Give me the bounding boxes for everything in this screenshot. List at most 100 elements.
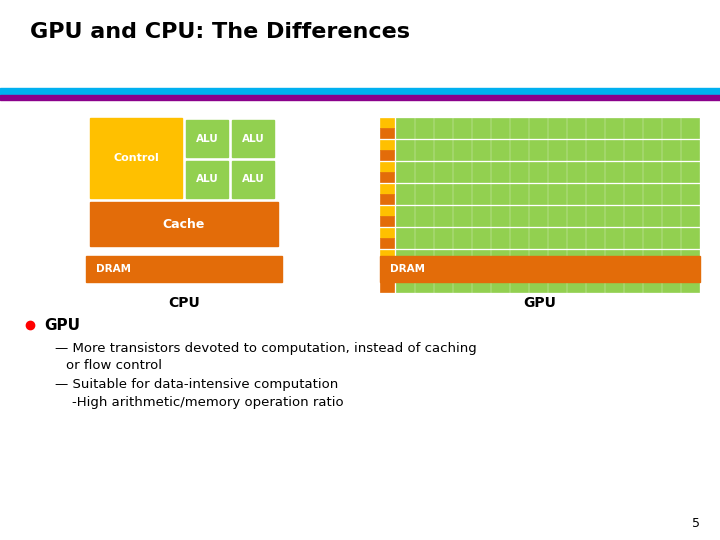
Bar — [380, 228, 394, 238]
Bar — [529, 250, 547, 270]
Bar — [453, 250, 471, 270]
Bar — [510, 140, 528, 160]
Bar — [624, 206, 642, 226]
Bar — [380, 256, 700, 282]
Bar — [605, 184, 623, 204]
Text: 5: 5 — [692, 517, 700, 530]
Bar — [472, 162, 490, 182]
Bar — [380, 150, 394, 160]
Bar — [624, 140, 642, 160]
Bar — [453, 118, 471, 138]
Bar — [643, 162, 661, 182]
Bar — [662, 206, 680, 226]
Bar — [643, 272, 661, 292]
Bar — [605, 272, 623, 292]
Text: ALU: ALU — [196, 174, 218, 185]
Bar — [662, 250, 680, 270]
Bar — [415, 140, 433, 160]
Bar — [491, 250, 509, 270]
Text: GPU: GPU — [523, 296, 557, 310]
Bar — [186, 161, 228, 198]
Bar — [643, 228, 661, 248]
Bar — [453, 162, 471, 182]
Bar — [90, 202, 278, 246]
Bar — [380, 238, 394, 248]
Text: GPU: GPU — [44, 318, 80, 333]
Bar — [491, 118, 509, 138]
Bar — [643, 184, 661, 204]
Bar — [396, 162, 414, 182]
Bar — [380, 118, 394, 128]
Text: ALU: ALU — [242, 133, 264, 144]
Bar — [662, 162, 680, 182]
Bar — [380, 184, 394, 194]
Bar — [232, 120, 274, 157]
Bar — [491, 184, 509, 204]
Bar — [586, 272, 604, 292]
Bar — [529, 162, 547, 182]
Bar — [434, 184, 452, 204]
Text: ALU: ALU — [242, 174, 264, 185]
Bar — [434, 228, 452, 248]
Bar — [605, 118, 623, 138]
Bar — [415, 118, 433, 138]
Bar — [586, 140, 604, 160]
Bar — [86, 256, 282, 282]
Bar — [415, 184, 433, 204]
Bar — [472, 272, 490, 292]
Bar — [567, 184, 585, 204]
Bar — [186, 120, 228, 157]
Text: GPU and CPU: The Differences: GPU and CPU: The Differences — [30, 22, 410, 42]
Bar — [491, 162, 509, 182]
Text: -High arithmetic/memory operation ratio: -High arithmetic/memory operation ratio — [72, 396, 343, 409]
Bar — [434, 272, 452, 292]
Bar — [662, 140, 680, 160]
Bar — [396, 228, 414, 248]
Bar — [662, 184, 680, 204]
Bar — [586, 250, 604, 270]
Bar — [453, 272, 471, 292]
Bar — [567, 140, 585, 160]
Bar — [548, 228, 566, 248]
Bar — [605, 140, 623, 160]
Bar — [453, 206, 471, 226]
Bar — [380, 250, 394, 260]
Bar — [662, 272, 680, 292]
Bar — [567, 206, 585, 226]
Bar — [529, 228, 547, 248]
Bar — [415, 250, 433, 270]
Bar — [567, 118, 585, 138]
Bar — [643, 250, 661, 270]
Bar — [472, 206, 490, 226]
Bar — [510, 272, 528, 292]
Bar — [491, 140, 509, 160]
Bar — [681, 184, 699, 204]
Bar — [643, 118, 661, 138]
Bar — [434, 206, 452, 226]
Bar — [586, 162, 604, 182]
Bar — [624, 118, 642, 138]
Bar — [529, 140, 547, 160]
Bar — [510, 228, 528, 248]
Bar — [491, 228, 509, 248]
Bar — [396, 184, 414, 204]
Bar — [0, 95, 720, 100]
Text: DRAM: DRAM — [96, 264, 131, 274]
Bar — [396, 140, 414, 160]
Bar — [529, 206, 547, 226]
Bar — [548, 250, 566, 270]
Bar — [380, 272, 394, 282]
Bar — [548, 272, 566, 292]
Bar — [0, 88, 720, 95]
Bar — [643, 140, 661, 160]
Bar — [380, 206, 394, 216]
Bar — [380, 216, 394, 226]
Bar — [510, 250, 528, 270]
Bar — [232, 161, 274, 198]
Bar — [567, 162, 585, 182]
Bar — [472, 250, 490, 270]
Bar — [434, 140, 452, 160]
Bar — [681, 228, 699, 248]
Bar — [605, 250, 623, 270]
Bar — [434, 162, 452, 182]
